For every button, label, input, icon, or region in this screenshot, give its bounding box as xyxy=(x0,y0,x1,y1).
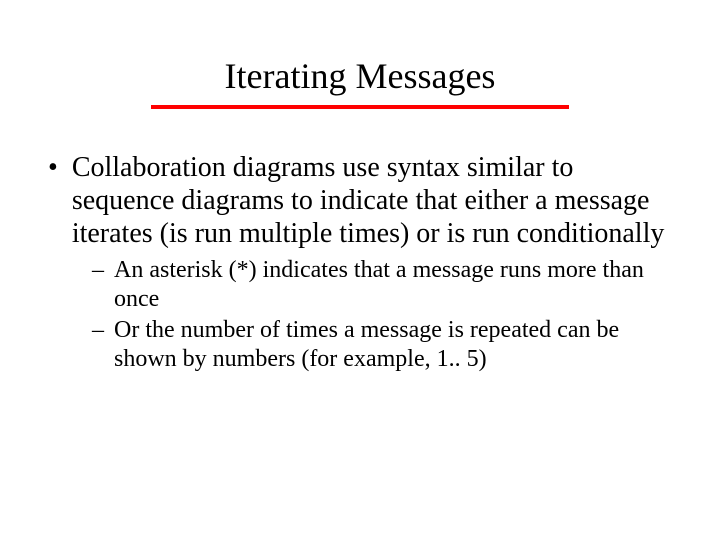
bullet-text: Collaboration diagrams use syntax simila… xyxy=(72,151,672,250)
slide-content: • Collaboration diagrams use syntax simi… xyxy=(0,151,720,374)
bullet-item: • Collaboration diagrams use syntax simi… xyxy=(48,151,672,250)
sub-bullet-item: – An asterisk (*) indicates that a messa… xyxy=(92,256,672,314)
sub-bullet-marker: – xyxy=(92,316,104,345)
sub-bullet-marker: – xyxy=(92,256,104,285)
sub-bullet-text: An asterisk (*) indicates that a message… xyxy=(114,256,672,314)
slide-title: Iterating Messages xyxy=(0,55,720,97)
sub-bullet-list: – An asterisk (*) indicates that a messa… xyxy=(48,256,672,374)
sub-bullet-text: Or the number of times a message is repe… xyxy=(114,316,672,374)
title-underline xyxy=(151,105,569,109)
sub-bullet-item: – Or the number of times a message is re… xyxy=(92,316,672,374)
bullet-marker: • xyxy=(48,151,58,185)
